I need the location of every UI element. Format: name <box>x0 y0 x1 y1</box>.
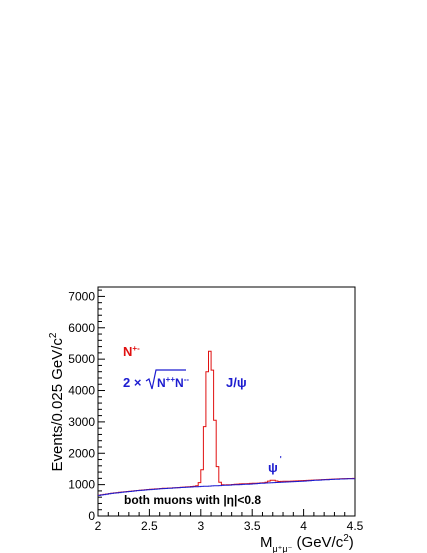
y-tick-label: 2000 <box>68 446 95 460</box>
series-same-sign <box>98 478 355 496</box>
y-tick-label: 6000 <box>68 321 95 335</box>
x-tick-label: 4.5 <box>347 519 364 533</box>
y-axis-ticks: 0 1000 2000 3000 4000 5000 6000 7000 <box>68 289 105 523</box>
formula-radicand: N++N-- <box>157 375 189 390</box>
legend-label-same-sign: 2 × N++N-- <box>123 369 189 390</box>
y-tick-label: 7000 <box>68 289 95 303</box>
y-tick-label: 0 <box>88 509 95 523</box>
x-tick-label: 4 <box>300 519 307 533</box>
y-tick-label: 4000 <box>68 384 95 398</box>
series-opposite-sign <box>98 350 355 496</box>
x-axis-title: Mμ⁺μ⁻ (GeV/c2) <box>260 533 354 553</box>
legend-label-opposite-sign: N+- <box>123 344 140 359</box>
y-tick-label: 1000 <box>68 478 95 492</box>
x-tick-label: 3.5 <box>244 519 261 533</box>
formula-prefix: 2 × <box>123 375 142 390</box>
plot-frame <box>97 286 356 517</box>
cut-note: both muons with |η|<0.8 <box>124 493 261 507</box>
histogram-series <box>98 350 355 496</box>
x-tick-label: 2 <box>95 519 102 533</box>
x-axis-ticks: 2 2.5 3 3.5 4 4.5 <box>95 509 364 533</box>
psi-prime-label: ψ' <box>268 455 282 475</box>
y-tick-label: 5000 <box>68 352 95 366</box>
jpsi-label: J/ψ <box>226 375 247 390</box>
y-tick-label: 3000 <box>68 415 95 429</box>
x-tick-label: 3 <box>197 519 204 533</box>
y-axis-title: Events/0.025 GeV/c2 <box>48 332 66 471</box>
x-tick-label: 2.5 <box>141 519 158 533</box>
sqrt-sign <box>145 369 186 390</box>
